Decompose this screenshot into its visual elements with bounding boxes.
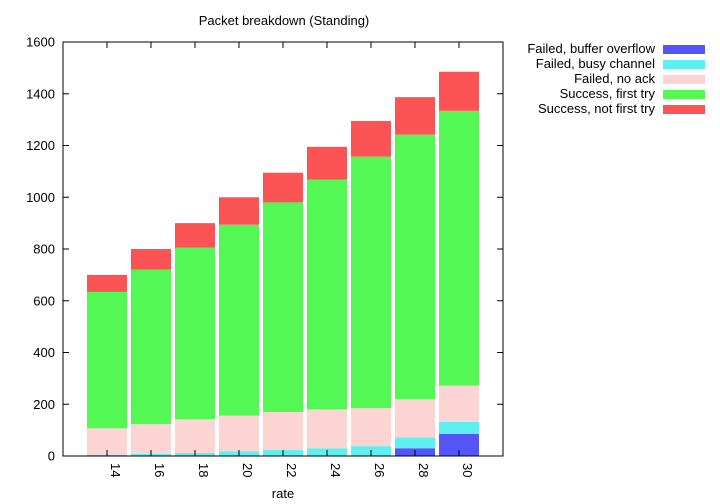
bar-segment <box>87 291 127 429</box>
bar-segment <box>351 156 391 409</box>
bar-segment <box>263 202 303 413</box>
bar-segment <box>219 197 259 225</box>
x-tick-label: 20 <box>240 463 255 477</box>
bar-segment <box>131 269 171 425</box>
legend-label: Failed, busy channel <box>536 56 655 71</box>
bar-segment <box>219 415 259 452</box>
bar-segment <box>307 179 347 410</box>
x-tick-label: 26 <box>372 463 387 477</box>
bar-segment <box>439 110 479 386</box>
y-tick-label: 1600 <box>26 35 55 50</box>
x-axis-label: rate <box>272 486 294 501</box>
bar-segment <box>439 385 479 422</box>
bar-segment <box>87 274 127 292</box>
x-tick-label: 24 <box>328 463 343 477</box>
y-tick-label: 200 <box>33 397 55 412</box>
legend-swatch <box>663 105 705 114</box>
legend-label: Success, first try <box>560 86 656 101</box>
bar-segment <box>351 120 391 157</box>
x-tick-label: 14 <box>108 463 123 477</box>
x-axis: 14 16 18 20 22 24 26 28 30 <box>106 42 475 477</box>
bar-segment <box>395 97 435 135</box>
y-axis: 0 200 400 600 800 1000 1200 1400 1600 <box>26 35 503 464</box>
bar-segment <box>263 172 303 203</box>
legend-label: Failed, no ack <box>574 71 655 86</box>
y-tick-label: 400 <box>33 345 55 360</box>
bar-segment <box>395 437 435 449</box>
legend-swatch <box>663 45 705 54</box>
bar-segment <box>439 434 479 456</box>
x-tick-label: 28 <box>416 463 431 477</box>
y-tick-label: 600 <box>33 293 55 308</box>
x-tick-label: 30 <box>460 463 475 477</box>
bar-segment <box>351 408 391 447</box>
bar-segment <box>219 224 259 416</box>
y-tick-label: 0 <box>48 449 55 464</box>
bar-segment <box>175 419 215 453</box>
y-tick-label: 800 <box>33 242 55 257</box>
x-tick-label: 16 <box>152 463 167 477</box>
plot-frame <box>62 41 504 457</box>
plot-area <box>87 71 479 456</box>
bar-segment <box>263 412 303 451</box>
bar-segment <box>131 249 171 270</box>
bar-segment <box>175 247 215 420</box>
bar-segment <box>439 421 479 435</box>
bar-segment <box>395 134 435 400</box>
x-tick-label: 22 <box>284 463 299 477</box>
legend-label: Success, not first try <box>538 101 656 116</box>
bar-segment <box>175 223 215 248</box>
legend-swatch <box>663 75 705 84</box>
bar-segment <box>131 424 171 454</box>
x-tick-label: 18 <box>196 463 211 477</box>
legend-swatch <box>663 90 705 99</box>
legend-label: Failed, buffer overflow <box>527 41 655 56</box>
bar-segment <box>307 409 347 449</box>
y-tick-label: 1000 <box>26 190 55 205</box>
y-tick-label: 1400 <box>26 86 55 101</box>
legend-swatch <box>663 60 705 69</box>
bar-segment <box>395 399 435 438</box>
y-tick-label: 1200 <box>26 138 55 153</box>
bar-segment <box>307 146 347 180</box>
chart-title: Packet breakdown (Standing) <box>199 13 370 28</box>
bar-segment <box>439 71 479 111</box>
